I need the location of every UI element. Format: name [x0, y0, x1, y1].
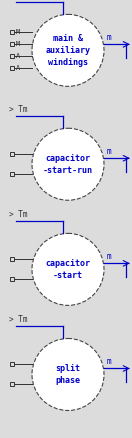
Text: > Tm: > Tm: [9, 105, 27, 114]
Text: A: A: [16, 65, 20, 71]
Circle shape: [32, 128, 104, 200]
Text: m: m: [107, 252, 112, 261]
Circle shape: [32, 233, 104, 305]
Circle shape: [32, 339, 104, 410]
Text: capacitor
-start-run: capacitor -start-run: [43, 154, 93, 175]
Text: M: M: [16, 29, 20, 35]
Bar: [10, 67, 14, 71]
Bar: [10, 258, 14, 261]
Text: main &
auxiliary
windings: main & auxiliary windings: [46, 34, 91, 67]
Bar: [10, 54, 14, 58]
Text: > Tm: > Tm: [9, 210, 27, 219]
Bar: [10, 30, 14, 34]
Circle shape: [32, 14, 104, 86]
Text: m: m: [107, 357, 112, 367]
Bar: [10, 172, 14, 176]
Bar: [10, 382, 14, 386]
Text: A: A: [16, 53, 20, 60]
Bar: [10, 277, 14, 281]
Bar: [10, 363, 14, 367]
Bar: [10, 42, 14, 46]
Bar: [10, 152, 14, 156]
Text: capacitor
-start: capacitor -start: [46, 259, 91, 280]
Text: m: m: [107, 147, 112, 156]
Text: m: m: [107, 33, 112, 42]
Text: split
phase: split phase: [55, 364, 81, 385]
Text: > Tm: > Tm: [9, 315, 27, 325]
Text: M: M: [16, 41, 20, 47]
